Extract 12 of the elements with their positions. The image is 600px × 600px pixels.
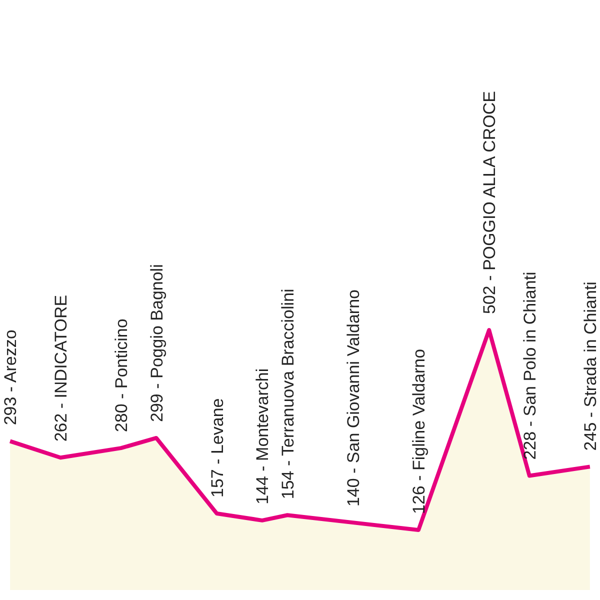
data-label: 157 - Levane xyxy=(208,398,227,498)
data-label: 293 - Arezzo xyxy=(1,330,20,426)
data-label: 228 - San Polo in Chianti xyxy=(520,272,540,460)
data-label: 126 - Figline Valdarno xyxy=(409,348,428,514)
data-label: 245 - Strada in Chianti xyxy=(580,282,600,451)
data-label: 154 - Terranuova Bracciolini xyxy=(278,288,298,500)
data-label: 299 - Poggio Bagnoli xyxy=(147,264,166,422)
data-label: 502 - POGGIO ALLA CROCE xyxy=(480,91,500,314)
data-label: 140 - San Giovanni Valdarno xyxy=(344,289,363,507)
data-label: 144 - Montevarchi xyxy=(253,368,272,504)
data-label: 280 - Ponticino xyxy=(112,318,132,432)
data-label: 262 - INDICATORE xyxy=(52,294,71,442)
